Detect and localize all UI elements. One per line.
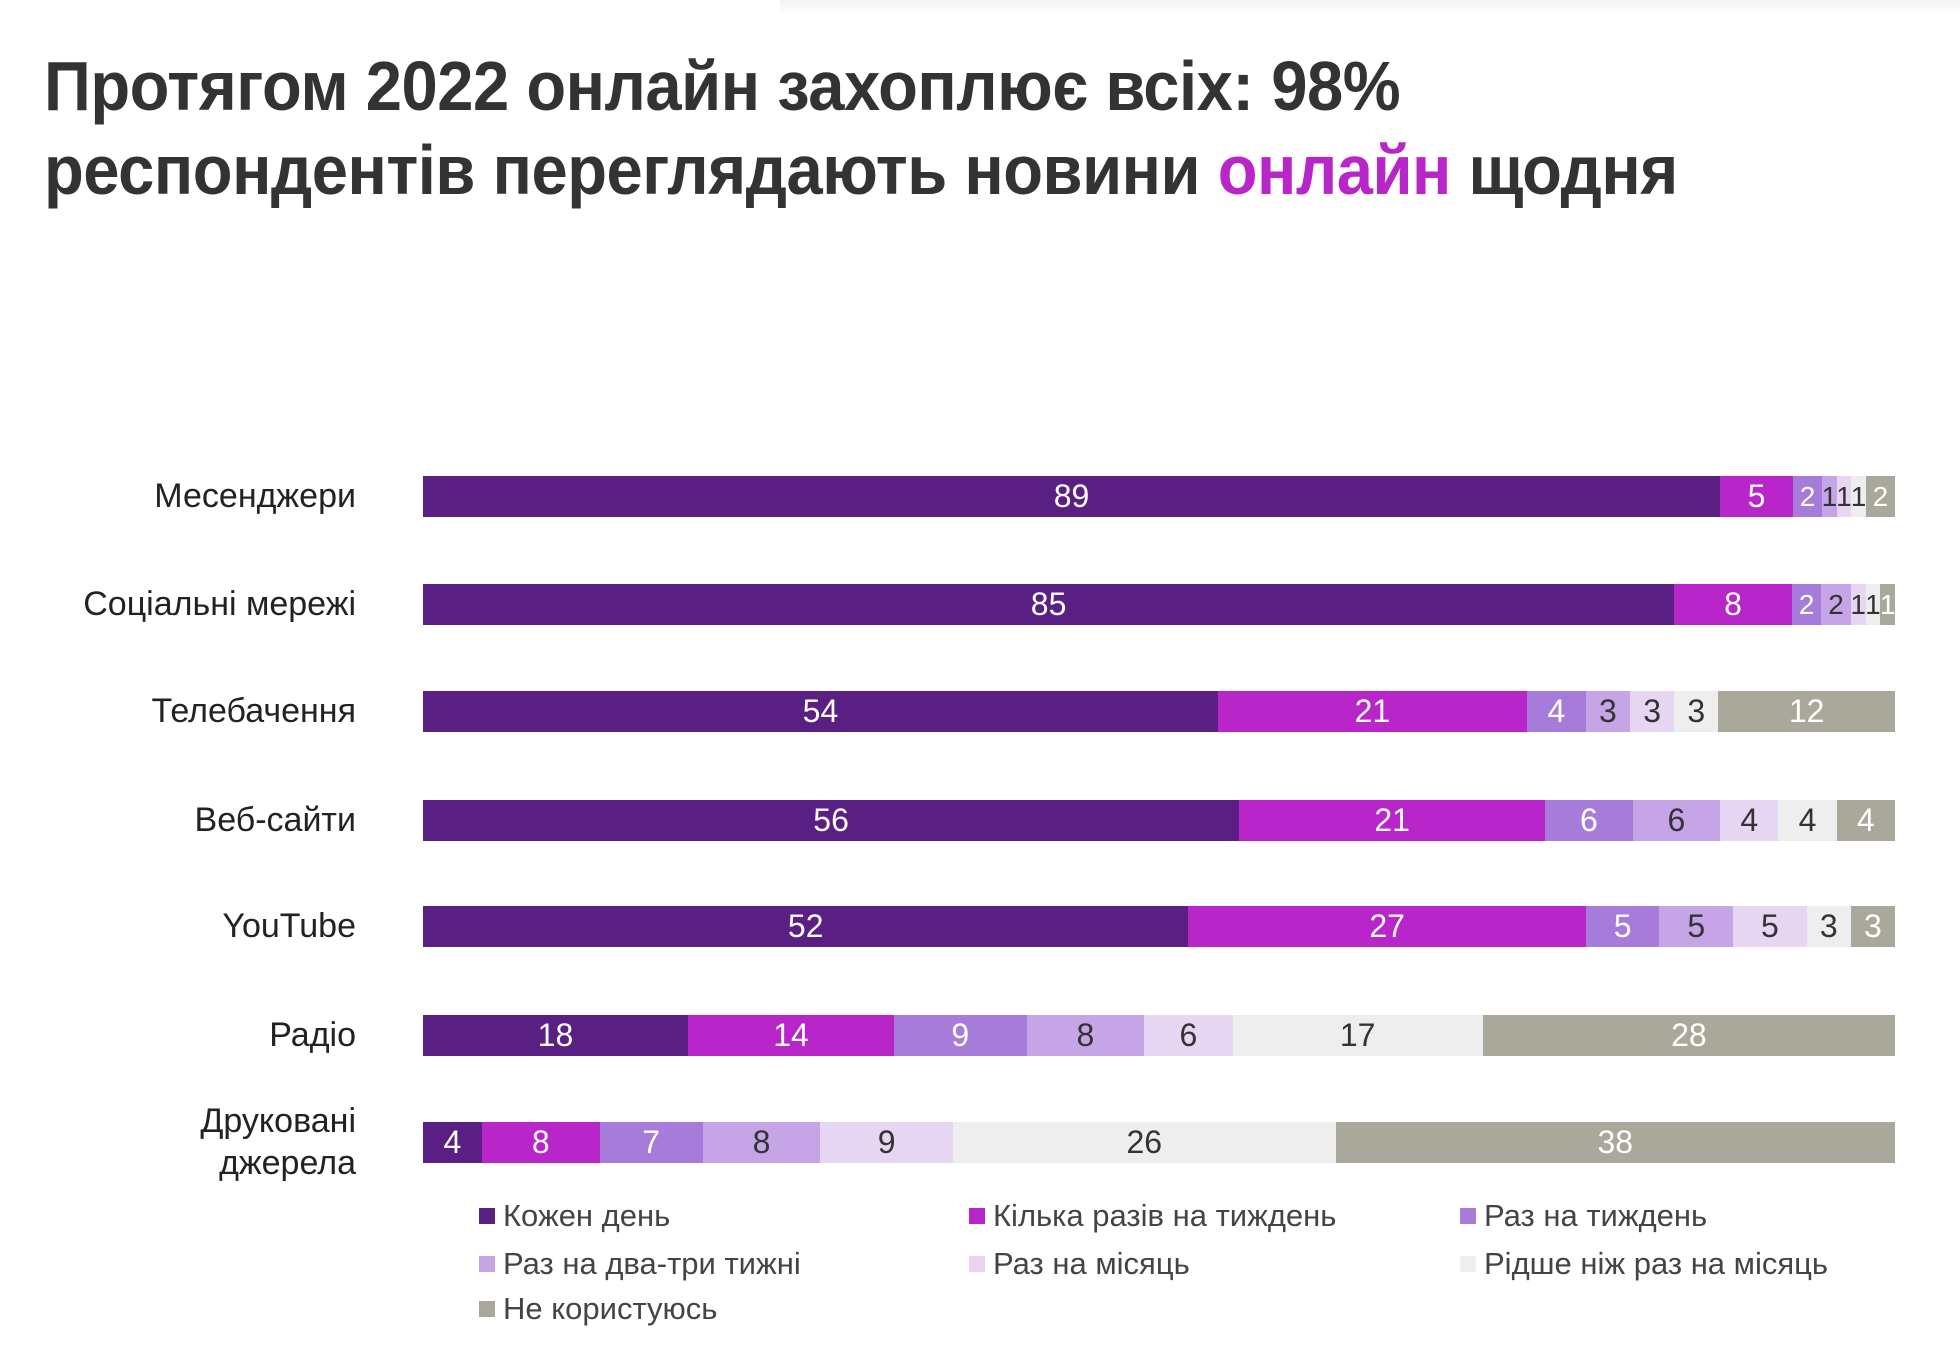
bar-segment: 18	[423, 1015, 688, 1056]
bar-segment: 2	[1791, 584, 1822, 625]
bar-segment: 5	[1659, 906, 1734, 947]
title-highlight: онлайн	[1217, 131, 1452, 209]
legend-swatch	[479, 1301, 495, 1317]
bar-segment: 1	[1822, 476, 1837, 517]
legend-label: Раз на два-три тижні	[503, 1246, 801, 1281]
bar-segment: 85	[423, 584, 1675, 625]
bar-segment: 3	[1850, 906, 1895, 947]
bar-segment: 4	[423, 1122, 482, 1163]
title-line-1: Протягом 2022 онлайн захоплює всіх: 98%	[44, 47, 1401, 125]
title-line-2-end: щодня	[1450, 131, 1678, 209]
legend-item: Кожен день	[479, 1198, 670, 1234]
bar-row: 89 5 2 1 1 1 2	[423, 476, 1895, 517]
bar-segment: 1	[1865, 584, 1881, 625]
legend-item: Раз на місяць	[969, 1246, 1190, 1282]
bar-segment: 54	[423, 691, 1218, 732]
bar-segment: 21	[1239, 800, 1546, 841]
bar-segment: 2	[1792, 476, 1823, 517]
bar-segment: 27	[1188, 906, 1586, 947]
bar-segment: 1	[1836, 476, 1852, 517]
category-label: YouTube	[222, 907, 356, 945]
slide-title: Протягом 2022 онлайн захоплює всіх: 98% р…	[44, 44, 1678, 212]
legend-swatch	[479, 1256, 495, 1272]
bar-row: 85 8 2 2 1 1 1	[423, 584, 1895, 625]
legend-swatch	[969, 1256, 985, 1272]
bar-segment: 1	[1851, 476, 1866, 517]
bar-segment: 21	[1217, 691, 1527, 732]
legend-item: Рідше ніж раз на місяць	[1460, 1246, 1828, 1282]
bar-segment: 38	[1335, 1122, 1895, 1163]
category-label: Соціальні мережі	[83, 585, 356, 623]
bar-segment: 1	[1850, 584, 1866, 625]
legend-label: Рідше ніж раз на місяць	[1484, 1246, 1829, 1281]
bar-segment: 3	[1585, 691, 1631, 732]
bar-segment: 4	[1836, 800, 1895, 841]
legend-swatch	[479, 1208, 495, 1224]
bar-segment: 5	[1585, 906, 1660, 947]
bar-segment: 89	[423, 476, 1721, 517]
legend-label: Кожен день	[503, 1198, 671, 1233]
bar-segment: 8	[702, 1122, 821, 1163]
bar-segment: 5	[1720, 476, 1793, 517]
bar-segment: 6	[1144, 1015, 1233, 1056]
bar-segment: 4	[1720, 800, 1779, 841]
bar-row: 56 21 6 6 4 4 4	[423, 800, 1895, 841]
bar-row: 18 14 9 8 6 17 28	[423, 1015, 1895, 1056]
category-label: Друковані джерела	[200, 1102, 356, 1182]
bar-row: 54 21 4 3 3 3 12	[423, 691, 1895, 732]
bar-segment: 56	[423, 800, 1240, 841]
legend-swatch	[969, 1208, 985, 1224]
top-shadow	[780, 0, 1960, 14]
bar-segment: 3	[1806, 906, 1851, 947]
bar-segment: 8	[1674, 584, 1792, 625]
bar-segment: 9	[820, 1122, 953, 1163]
legend-item: Раз на тиждень	[1460, 1198, 1707, 1234]
bar-segment: 6	[1545, 800, 1633, 841]
legend-label: Раз на місяць	[993, 1246, 1190, 1281]
bar-segment: 2	[1865, 476, 1895, 517]
bar-segment: 8	[1026, 1015, 1145, 1056]
bar-segment: 7	[599, 1122, 703, 1163]
bar-segment: 14	[687, 1015, 895, 1056]
legend-item: Не користуюсь	[479, 1291, 717, 1327]
bar-segment: 9	[894, 1015, 1027, 1056]
legend-label: Не користуюсь	[503, 1291, 718, 1326]
bar-segment: 3	[1674, 691, 1719, 732]
legend-label: Кілька разів на тиждень	[993, 1198, 1337, 1233]
bar-row: 52 27 5 5 5 3 3	[423, 906, 1895, 947]
category-label: Радіо	[269, 1016, 356, 1054]
bar-segment: 12	[1718, 691, 1895, 732]
legend-label: Раз на тиждень	[1484, 1198, 1708, 1233]
bar-segment: 4	[1526, 691, 1586, 732]
bar-row: 4 8 7 8 9 26 38	[423, 1122, 1895, 1163]
legend-swatch	[1460, 1256, 1476, 1272]
bar-segment: 17	[1232, 1015, 1483, 1056]
legend-item: Раз на два-три тижні	[479, 1246, 801, 1282]
legend-item: Кілька разів на тиждень	[969, 1198, 1336, 1234]
bar-segment: 8	[481, 1122, 600, 1163]
bar-segment: 1	[1880, 584, 1895, 625]
category-label: Веб-сайти	[194, 801, 356, 839]
title-line-2: респондентів переглядають новини	[44, 131, 1218, 209]
legend-swatch	[1460, 1208, 1476, 1224]
bar-segment: 3	[1630, 691, 1675, 732]
bar-segment: 28	[1482, 1015, 1895, 1056]
bar-segment: 4	[1778, 800, 1837, 841]
category-label: Месенджери	[154, 477, 356, 515]
bar-segment: 26	[952, 1122, 1336, 1163]
bar-segment: 2	[1821, 584, 1851, 625]
category-label: Телебачення	[151, 692, 356, 730]
bar-segment: 52	[423, 906, 1189, 947]
bar-segment: 6	[1632, 800, 1721, 841]
bar-segment: 5	[1733, 906, 1807, 947]
